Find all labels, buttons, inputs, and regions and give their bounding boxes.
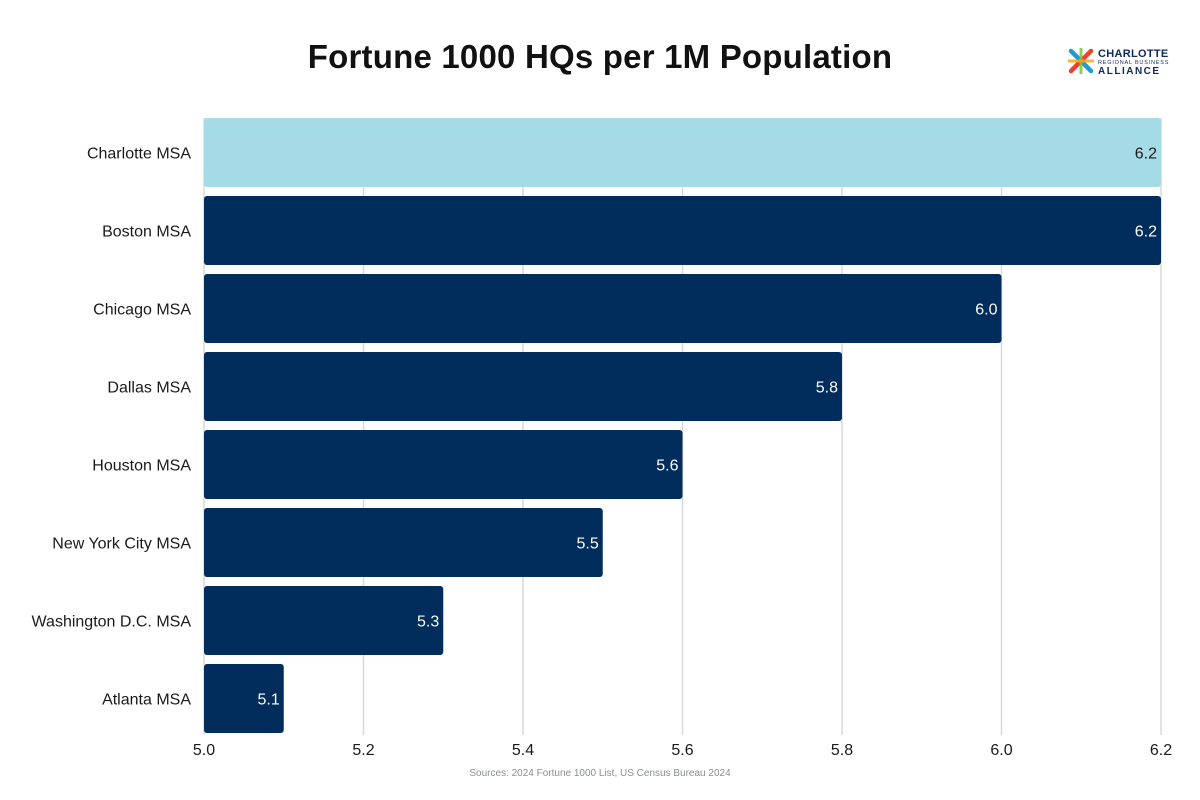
y-category-label: Charlotte MSA bbox=[87, 146, 191, 163]
x-tick-label: 6.0 bbox=[990, 742, 1012, 759]
logo-text-regional: REGIONAL BUSINESS bbox=[1098, 60, 1170, 66]
source-note: Sources: 2024 Fortune 1000 List, US Cens… bbox=[469, 768, 731, 779]
bar-value-label: 5.1 bbox=[258, 692, 280, 709]
charlotte-alliance-logo: CHARLOTTE REGIONAL BUSINESS ALLIANCE bbox=[1068, 46, 1196, 78]
bar-value-label: 5.3 bbox=[417, 614, 439, 631]
bar[interactable] bbox=[204, 118, 1161, 187]
bar-value-label: 6.2 bbox=[1135, 146, 1157, 163]
bar-value-label: 5.8 bbox=[816, 380, 838, 397]
bar[interactable] bbox=[204, 352, 842, 421]
bar[interactable] bbox=[204, 430, 683, 499]
logo-mark-icon bbox=[1068, 48, 1094, 74]
bar-value-label: 5.6 bbox=[656, 458, 678, 475]
x-tick-label: 6.2 bbox=[1150, 742, 1172, 759]
y-category-label: Dallas MSA bbox=[107, 380, 191, 397]
x-tick-label: 5.0 bbox=[193, 742, 215, 759]
y-category-label: Washington D.C. MSA bbox=[32, 614, 192, 631]
y-category-label: Boston MSA bbox=[102, 224, 191, 241]
bar[interactable] bbox=[204, 274, 1002, 343]
logo-text-charlotte: CHARLOTTE bbox=[1098, 48, 1169, 60]
x-tick-label: 5.8 bbox=[831, 742, 853, 759]
y-category-label: Chicago MSA bbox=[93, 302, 191, 319]
bar[interactable] bbox=[204, 196, 1161, 265]
y-category-label: Atlanta MSA bbox=[102, 692, 191, 709]
x-tick-label: 5.2 bbox=[352, 742, 374, 759]
bar[interactable] bbox=[204, 664, 284, 733]
x-tick-label: 5.6 bbox=[671, 742, 693, 759]
bar-value-label: 6.2 bbox=[1135, 224, 1157, 241]
bar[interactable] bbox=[204, 508, 603, 577]
x-tick-label: 5.4 bbox=[512, 742, 534, 759]
logo-text-alliance: ALLIANCE bbox=[1098, 66, 1161, 77]
bar-value-label: 5.5 bbox=[577, 536, 599, 553]
chart-title: Fortune 1000 HQs per 1M Population bbox=[307, 38, 893, 75]
bar[interactable] bbox=[204, 586, 444, 655]
y-category-label: Houston MSA bbox=[92, 458, 191, 475]
y-category-label: New York City MSA bbox=[52, 536, 191, 553]
bar-value-label: 6.0 bbox=[975, 302, 997, 319]
